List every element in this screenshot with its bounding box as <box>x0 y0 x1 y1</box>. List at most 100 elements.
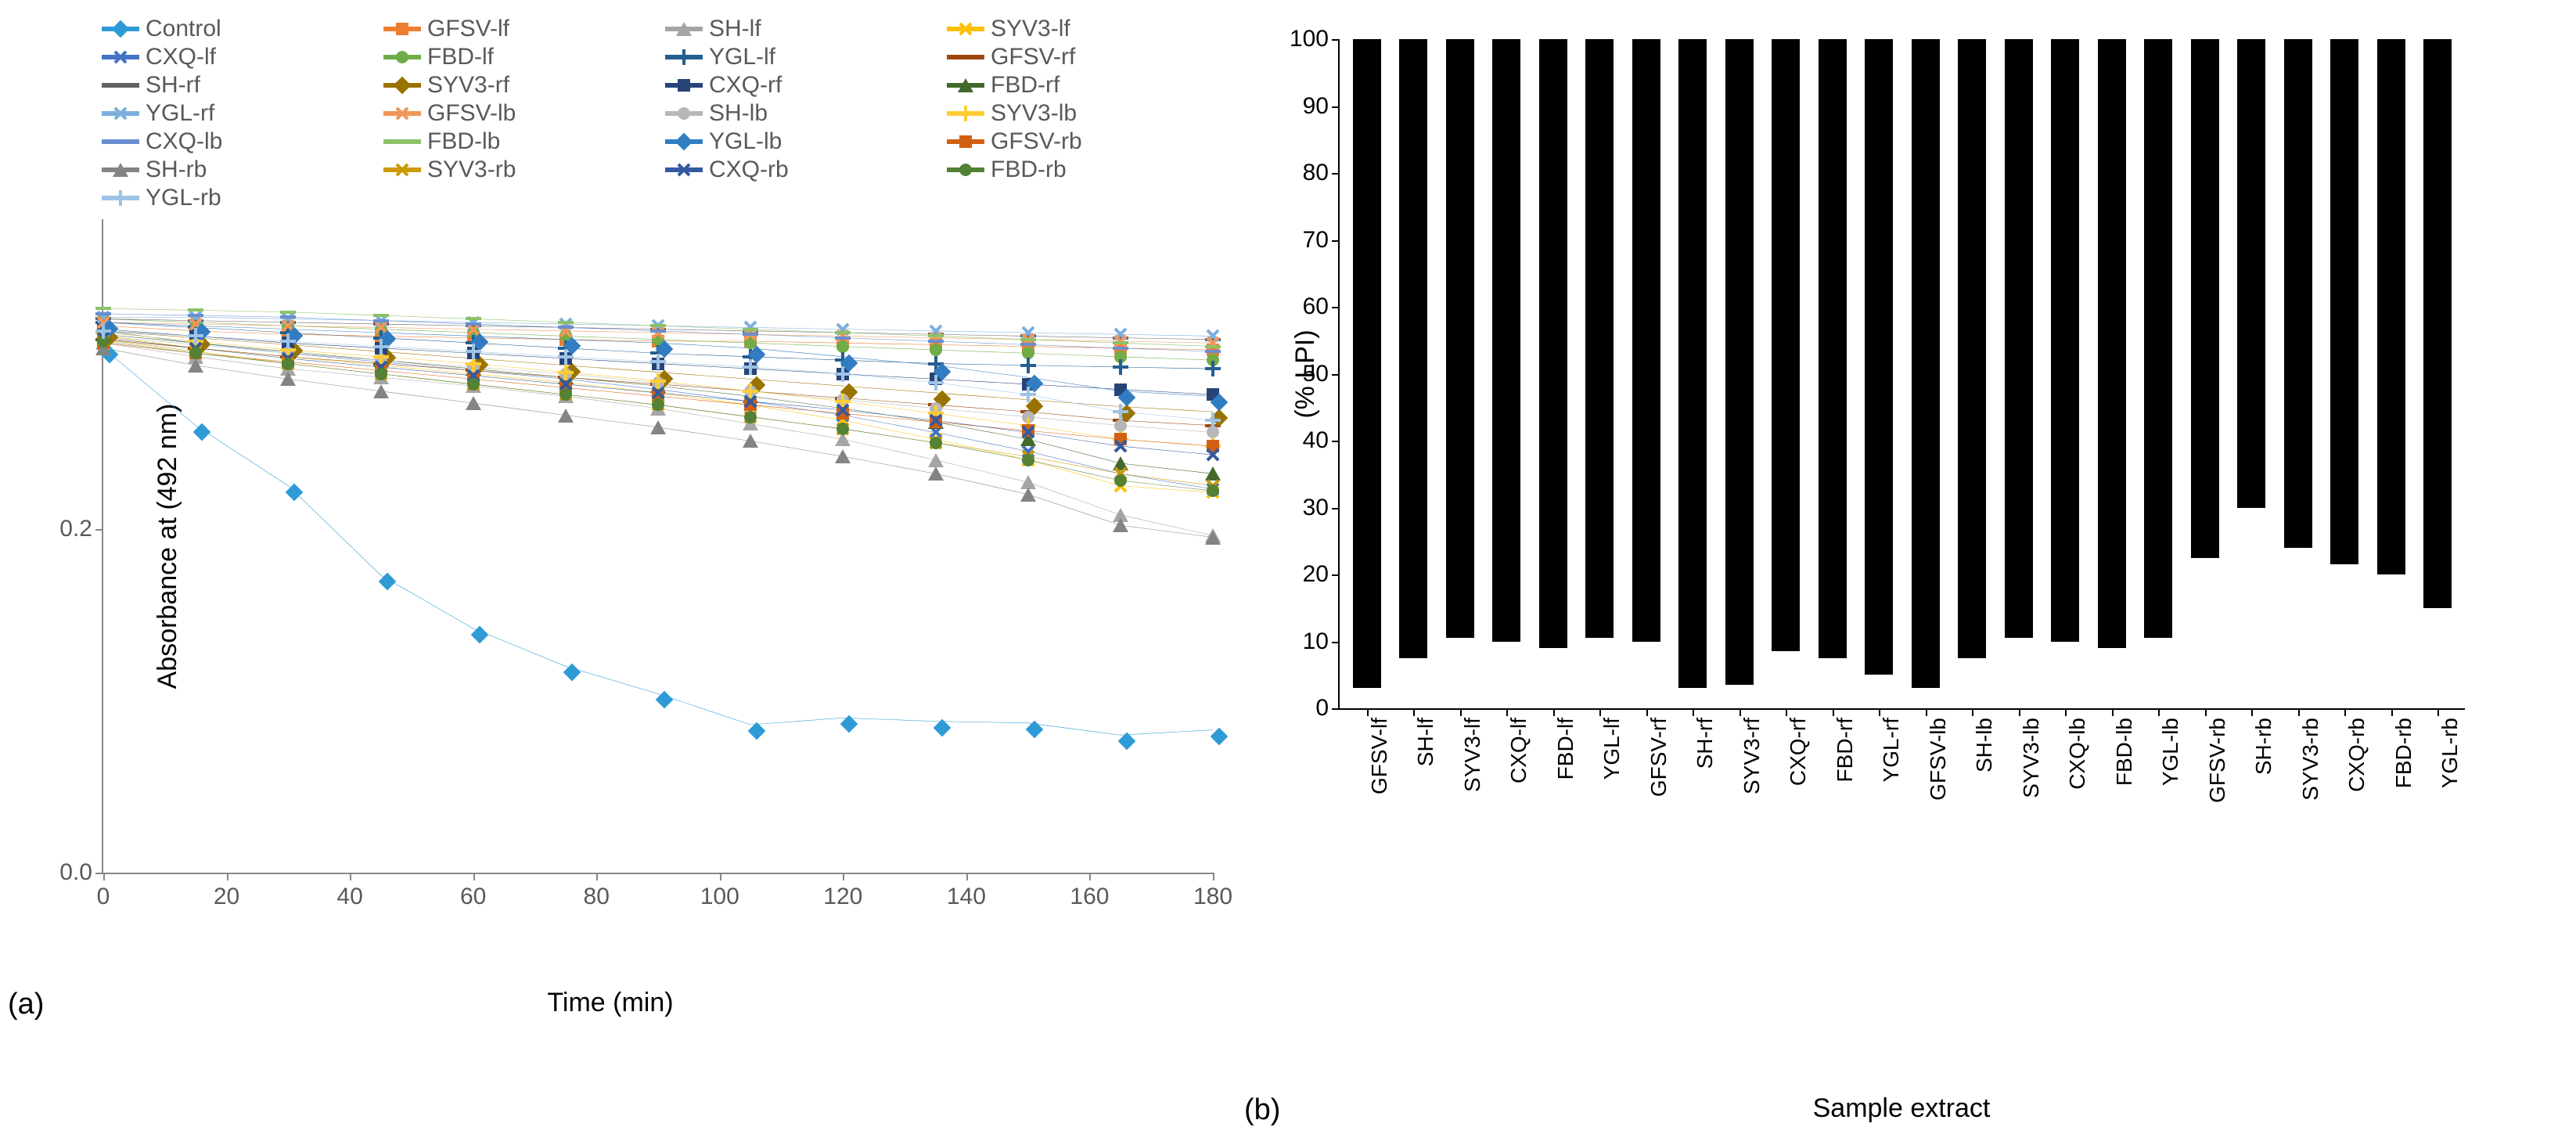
bar <box>1539 39 1567 648</box>
data-point <box>743 328 758 331</box>
bar-wrap: SH-rf <box>1674 39 1713 708</box>
bar-label: FBD-lf <box>1553 718 1578 780</box>
data-point <box>189 329 203 343</box>
bar-wrap: YGL-rb <box>2419 39 2458 708</box>
bar-label: FBD-lb <box>2112 718 2137 786</box>
data-point <box>373 314 389 317</box>
bar-label: SYV3-lb <box>2019 718 2044 798</box>
bar-label: GFSV-lb <box>1926 718 1951 801</box>
bar <box>1446 39 1474 638</box>
legend-item: FBD-lf <box>383 44 649 70</box>
data-point <box>929 413 943 427</box>
data-point <box>1114 405 1128 419</box>
bar <box>2237 39 2265 508</box>
series-line <box>103 343 1213 535</box>
data-point <box>835 331 851 334</box>
data-point <box>280 311 296 314</box>
data-point <box>651 386 665 400</box>
legend-label: GFSV-rf <box>991 44 1075 70</box>
legend-item: GFSV-lb <box>383 100 649 127</box>
bar-wrap: SYV3-lb <box>1999 39 2038 708</box>
data-point <box>1021 387 1035 401</box>
data-point <box>928 340 944 343</box>
legend-item: SH-rb <box>102 157 368 183</box>
bar-wrap: SH-lf <box>1394 39 1434 708</box>
bar <box>1353 39 1381 688</box>
bar-label: CXQ-lb <box>2065 718 2090 790</box>
legend-label: YGL-lb <box>709 128 782 155</box>
data-point <box>1114 474 1127 487</box>
panel-a: ControlGFSV-lfSH-lfSYV3-lfCXQ-lfFBD-lfYG… <box>8 16 1213 945</box>
data-point <box>651 355 665 369</box>
data-point <box>559 388 572 401</box>
data-point <box>1020 488 1036 502</box>
bar-label: GFSV-lf <box>1367 718 1392 794</box>
data-point <box>1207 484 1219 497</box>
legend-label: YGL-lf <box>709 44 775 70</box>
data-point <box>743 333 758 336</box>
legend-label: CXQ-rb <box>709 157 789 183</box>
data-point <box>373 319 389 322</box>
bar <box>2284 39 2312 548</box>
bar-label: YGL-lf <box>1599 718 1624 780</box>
legend-label: YGL-rf <box>146 100 214 127</box>
legend-label: GFSV-rb <box>991 128 1082 155</box>
data-point <box>558 409 574 423</box>
data-point <box>188 358 203 373</box>
bar-wrap: SH-lb <box>1953 39 1992 708</box>
legend-item: SYV3-rb <box>383 157 649 183</box>
legend-label: SYV3-lf <box>991 16 1070 42</box>
legend-item: YGL-lf <box>665 44 931 70</box>
bar-wrap: GFSV-lb <box>1906 39 1945 708</box>
bar-wrap: CXQ-lb <box>2046 39 2085 708</box>
data-point <box>1206 362 1220 376</box>
bar-wrap: SYV3-rb <box>2279 39 2318 708</box>
bar <box>2423 39 2452 608</box>
bar-wrap: CXQ-lf <box>1488 39 1527 708</box>
bar <box>2144 39 2172 638</box>
data-point <box>743 394 757 409</box>
data-point <box>743 434 758 448</box>
data-point <box>189 347 202 359</box>
data-point <box>1113 341 1128 344</box>
data-point <box>280 372 296 386</box>
data-point <box>1206 448 1220 462</box>
legend-label: SH-rb <box>146 157 207 183</box>
figure: ControlGFSV-lfSH-lfSYV3-lfCXQ-lfFBD-lfYG… <box>0 0 2529 952</box>
bar-wrap: FBD-lf <box>1534 39 1573 708</box>
bar-wrap: GFSV-lf <box>1347 39 1387 708</box>
panel-b: (% LPI) GFSV-lfSH-lfSYV3-lfCXQ-lfFBD-lfY… <box>1244 16 2465 945</box>
data-point <box>1114 360 1128 374</box>
legend-label: FBD-rb <box>991 157 1067 183</box>
bar-wrap: YGL-lf <box>1581 39 1620 708</box>
data-point <box>95 307 111 310</box>
data-point <box>1022 454 1034 466</box>
legend-item: SYV3-lb <box>947 100 1213 127</box>
bar-label: CXQ-lf <box>1506 718 1531 783</box>
bar-wrap: YGL-lb <box>2139 39 2178 708</box>
data-point <box>281 334 295 348</box>
data-point <box>467 378 480 391</box>
data-point <box>1113 518 1128 532</box>
data-point <box>1205 345 1221 348</box>
data-point <box>929 376 943 390</box>
bar <box>2005 39 2033 638</box>
data-point <box>188 314 203 317</box>
legend-item: SH-lf <box>665 16 931 42</box>
legend-item: YGL-rf <box>102 100 368 127</box>
legend-label: CXQ-rf <box>709 72 782 99</box>
legend-label: CXQ-lb <box>146 128 222 155</box>
data-point <box>1020 343 1036 346</box>
legend-item: CXQ-lf <box>102 44 368 70</box>
data-point <box>188 308 203 311</box>
bar-label: YGL-rf <box>1879 718 1904 782</box>
data-point <box>744 411 757 423</box>
bar-label: SH-lf <box>1413 718 1438 766</box>
bar-label: SYV3-lf <box>1460 718 1485 792</box>
data-point <box>282 358 294 370</box>
legend-label: SH-lb <box>709 100 768 127</box>
bar <box>1958 39 1986 658</box>
data-point <box>558 326 574 329</box>
legend-item: CXQ-lb <box>102 128 368 155</box>
bar-wrap: SYV3-lf <box>1441 39 1480 708</box>
